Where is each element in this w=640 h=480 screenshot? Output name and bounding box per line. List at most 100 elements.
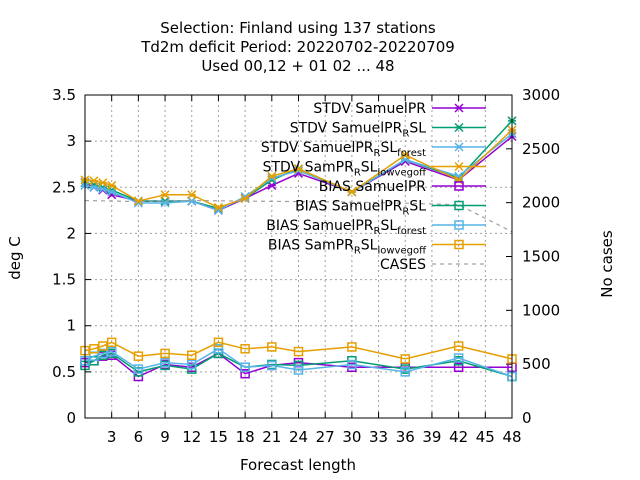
data-point	[106, 346, 117, 357]
x-tick-label: 9	[160, 428, 170, 446]
data-point	[107, 187, 117, 197]
legend-entry: CASES	[380, 257, 486, 273]
data-point	[400, 354, 410, 364]
plot-frame	[84, 94, 513, 419]
x-tick-label: 42	[449, 428, 468, 446]
data-point	[98, 341, 108, 351]
chart-title-line-1: Selection: Finland using 137 stations	[160, 19, 436, 37]
data-point	[347, 359, 357, 370]
legend-entry: STDV SamPRRSLlowvegoff	[263, 160, 486, 179]
y-tick-label: 0	[66, 409, 76, 427]
y2-tick-label: 1500	[522, 248, 560, 266]
legend-marker	[454, 181, 464, 191]
data-point	[453, 362, 464, 372]
x-tick-label: 48	[502, 428, 521, 446]
data-point	[293, 365, 304, 375]
data-point	[240, 368, 250, 379]
data-point	[89, 344, 99, 354]
data-point	[133, 364, 144, 374]
y-tick-label: 1	[66, 317, 76, 335]
legend-label: BIAS SamuelPRRSL	[295, 199, 426, 218]
legend-label: BIAS SamPRRSLlowvegoff	[268, 238, 427, 257]
x-tick-label: 39	[422, 428, 441, 446]
x-tick-label: 36	[396, 428, 415, 446]
data-point	[107, 180, 117, 190]
axis-ticks: 3 6 9 12 15 18 21 24 27 30 33 36 39 42 45 4800.511.522.…	[52, 86, 560, 446]
data-point	[160, 190, 170, 200]
data-point	[187, 350, 197, 360]
data-point	[213, 337, 224, 348]
data-point	[267, 360, 277, 371]
series-7	[80, 337, 517, 364]
legend-marker	[454, 122, 464, 133]
data-point	[160, 348, 170, 359]
x-tick-label: 33	[369, 428, 388, 446]
data-point	[267, 171, 277, 181]
x-axis-label: Forecast length	[240, 456, 356, 474]
data-point	[293, 346, 304, 357]
y-axis-label: deg C	[6, 236, 24, 280]
legend-label: BIAS SamuelPRRSLforest	[266, 218, 426, 237]
y-tick-label: 2	[66, 224, 76, 242]
data-point	[98, 178, 108, 188]
x-tick-label: 18	[236, 428, 255, 446]
data-point	[400, 367, 410, 377]
data-point	[187, 359, 197, 370]
legend-marker	[454, 200, 464, 211]
x-tick-label: 45	[476, 428, 495, 446]
data-point	[160, 357, 170, 368]
y-tick-label: 3	[66, 132, 76, 150]
data-point	[160, 198, 170, 208]
legend-entry: BIAS SamuelPRRSLforest	[266, 218, 486, 237]
data-point	[347, 187, 357, 197]
y-tick-label: 0.5	[52, 363, 76, 381]
data-point	[240, 344, 250, 354]
legend-entry: BIAS SamuelPRRSL	[295, 199, 486, 218]
x-tick-label: 27	[316, 428, 335, 446]
x-tick-label: 24	[289, 428, 308, 446]
y-tick-label: 3.5	[52, 86, 76, 104]
x-tick-label: 3	[107, 428, 117, 446]
legend-marker	[454, 103, 464, 113]
x-tick-label: 30	[342, 428, 361, 446]
series-line	[84, 199, 513, 233]
legend-marker	[454, 220, 464, 230]
legend-marker	[454, 142, 464, 152]
data-point	[453, 353, 464, 363]
legend-label: BIAS SamuelPR	[319, 179, 427, 195]
legend-label: STDV SamuelPRRSLforest	[261, 140, 426, 159]
legend-entry: STDV SamuelPR	[313, 101, 486, 117]
data-point	[213, 344, 224, 354]
x-tick-label: 15	[209, 428, 228, 446]
legend-entry: STDV SamuelPRRSLforest	[261, 140, 486, 159]
data-point	[267, 342, 277, 352]
legend-label: CASES	[380, 257, 426, 273]
legend-label: STDV SamuelPR	[313, 101, 426, 117]
legend-label: STDV SamuelPRRSL	[290, 121, 426, 140]
chart-title-line-2: Td2m deficit Period: 20220702-20220709	[140, 38, 455, 56]
legend-entry: BIAS SamuelPR	[319, 179, 486, 195]
series-8	[84, 199, 513, 233]
x-tick-label: 6	[134, 428, 144, 446]
data-point	[347, 342, 357, 352]
data-point	[133, 351, 144, 361]
data-point	[89, 182, 99, 192]
y-tick-label: 2.5	[52, 178, 76, 196]
data-point	[106, 337, 117, 348]
legend-label: STDV SamPRRSLlowvegoff	[263, 160, 428, 179]
y2-tick-label: 0	[522, 409, 532, 427]
legend-entry: STDV SamuelPRRSL	[290, 121, 486, 140]
x-tick-label: 12	[182, 428, 201, 446]
data-point	[453, 341, 464, 351]
y2-tick-label: 2000	[522, 194, 560, 212]
x-tick-label: 21	[262, 428, 281, 446]
data-point	[89, 176, 99, 186]
series-line	[84, 341, 513, 360]
data-point	[213, 203, 223, 213]
chart-title-line-3: Used 00,12 + 01 02 ... 48	[201, 57, 394, 75]
y2-tick-label: 1000	[522, 301, 560, 319]
data-point	[240, 362, 250, 372]
y2-tick-label: 500	[522, 355, 551, 373]
